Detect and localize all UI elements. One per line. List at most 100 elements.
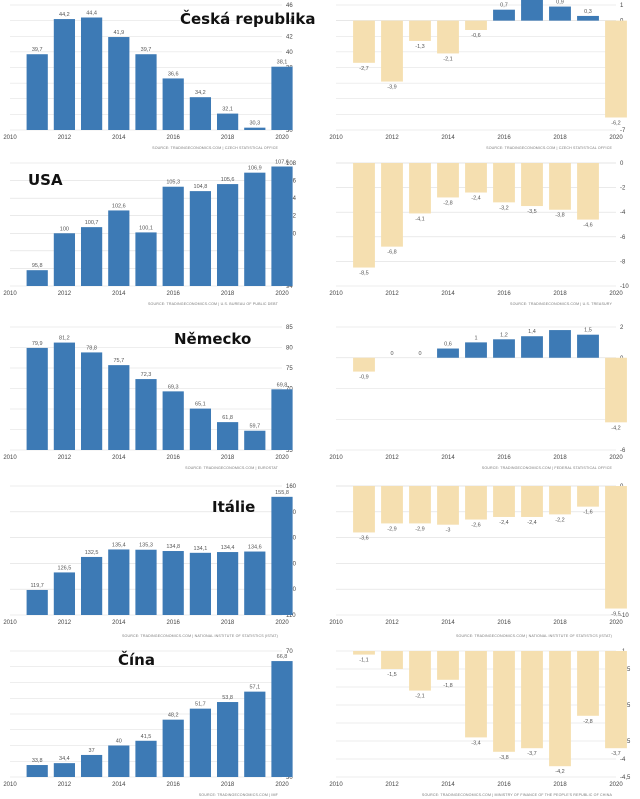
y-tick-label: 70 [286, 649, 293, 655]
data-label: -3,8 [555, 213, 564, 219]
bar-2013 [80, 556, 103, 615]
bar-2011 [353, 20, 375, 63]
bar-2013 [409, 163, 431, 214]
y-tick-label: 75 [286, 366, 293, 372]
bar-2013 [409, 651, 431, 691]
x-tick-label: 2018 [221, 135, 235, 141]
data-label: -3,2 [499, 205, 508, 211]
bar-2014 [108, 745, 130, 777]
data-label: 41,5 [141, 734, 152, 740]
bar-2016 [162, 78, 184, 130]
bar-2014 [437, 486, 459, 525]
bar-2011 [353, 486, 375, 533]
x-tick-label: 2020 [609, 455, 623, 461]
data-label: -4,2 [555, 769, 564, 775]
bar-2019 [244, 691, 266, 777]
bar-2019 [244, 551, 266, 615]
x-tick-label: 2018 [553, 620, 567, 626]
bar-2019 [577, 15, 599, 21]
x-tick-label: 2010 [3, 135, 17, 141]
bar-2019 [244, 172, 266, 286]
data-label: -3,4 [471, 740, 480, 746]
data-label: 79,9 [32, 341, 43, 347]
bar-2018 [216, 552, 239, 615]
bar-2019 [577, 334, 599, 358]
data-label: -3,7 [527, 751, 536, 757]
x-tick-label: 2018 [553, 455, 567, 461]
y-tick-label: 80 [286, 346, 293, 352]
y-tick-label: -6 [620, 448, 626, 454]
data-label: 34,4 [59, 756, 70, 762]
x-tick-label: 2012 [385, 135, 399, 141]
data-label: 119,7 [31, 583, 44, 589]
data-label: 100,1 [139, 225, 153, 231]
data-label: 134,6 [248, 545, 262, 551]
bar-2013 [80, 17, 103, 130]
bar-2013 [80, 352, 103, 450]
data-label: -2,1 [443, 56, 452, 62]
bar-2016 [162, 719, 184, 777]
bar-2020 [271, 166, 293, 286]
x-tick-label: 2012 [385, 455, 399, 461]
data-label: -0,9 [359, 375, 368, 381]
data-label: 65,1 [195, 402, 206, 408]
data-label: 44,2 [59, 12, 70, 18]
bar-2012 [381, 651, 403, 669]
data-label: -2,9 [387, 526, 396, 532]
bar-2020 [605, 486, 627, 609]
bar-2015 [465, 163, 487, 193]
y-tick-label: -6 [620, 235, 626, 241]
x-tick-label: 2016 [167, 782, 181, 788]
data-label: 66,8 [277, 654, 288, 660]
data-label: 40 [116, 739, 122, 745]
bar-2012 [381, 486, 403, 524]
data-label: 36,6 [168, 71, 179, 77]
data-label: -6,2 [611, 121, 620, 127]
source-note: SOURCE: TRADINGECONOMICS.COM | NATIONAL … [456, 634, 612, 638]
bar-2012 [53, 572, 76, 615]
data-label: -2,2 [555, 517, 564, 523]
bar-2015 [135, 549, 157, 615]
data-label: 72,3 [141, 372, 152, 378]
x-tick-label: 2012 [58, 291, 72, 297]
chart-title: Česká republika [180, 9, 316, 28]
chart-svg: -10-8-6-4-20201020122014201620182020-3,6… [329, 484, 629, 638]
x-tick-label: 2010 [329, 455, 343, 461]
bar-2014 [437, 348, 459, 358]
bar-2019 [577, 163, 599, 220]
data-label: 132,5 [85, 550, 99, 556]
chart-cz-debt: 3032343638404244462010201220142016201820… [0, 0, 315, 152]
chart-svg: -6-4-202201020122014201620182020-0,9000,… [329, 325, 627, 470]
y-tick-label: 94 [286, 284, 293, 290]
bar-2020 [605, 357, 627, 423]
chart-it-balance: -10-8-6-4-20201020122014201620182020-3,6… [322, 480, 640, 640]
bar-2012 [53, 19, 76, 130]
data-label: 0,3 [584, 9, 592, 15]
source-note: SOURCE: TRADINGECONOMICS.COM | NATIONAL … [122, 634, 278, 638]
data-label: 105,3 [166, 180, 180, 186]
data-label: 59,7 [249, 424, 260, 430]
bar-2016 [162, 551, 184, 615]
chart-cn-balance: -4,5-4-3,5-3-2,5-2-1,5-12010201220142016… [322, 645, 640, 799]
x-tick-label: 2018 [553, 782, 567, 788]
chart-svg: 3032343638404244462010201220142016201820… [3, 3, 315, 150]
x-tick-label: 2016 [497, 620, 511, 626]
y-tick-label: 40 [286, 50, 293, 56]
data-label: -3,9 [387, 85, 396, 91]
bar-2015 [465, 651, 487, 738]
bar-2016 [493, 651, 515, 752]
bar-2018 [549, 486, 571, 515]
y-tick-label: 30 [286, 128, 293, 134]
bar-2017 [189, 408, 212, 450]
data-label: 134,8 [166, 544, 180, 550]
data-label: 57,1 [249, 685, 260, 691]
x-tick-label: 2010 [329, 135, 343, 141]
data-label: 69,3 [168, 384, 179, 390]
x-tick-label: 2016 [167, 135, 181, 141]
bar-2020 [605, 20, 627, 118]
y-tick-label: 42 [286, 34, 293, 40]
data-label: -1,1 [359, 658, 368, 664]
data-label: 33,8 [32, 758, 43, 764]
x-tick-label: 2012 [58, 455, 72, 461]
x-tick-label: 2016 [497, 782, 511, 788]
